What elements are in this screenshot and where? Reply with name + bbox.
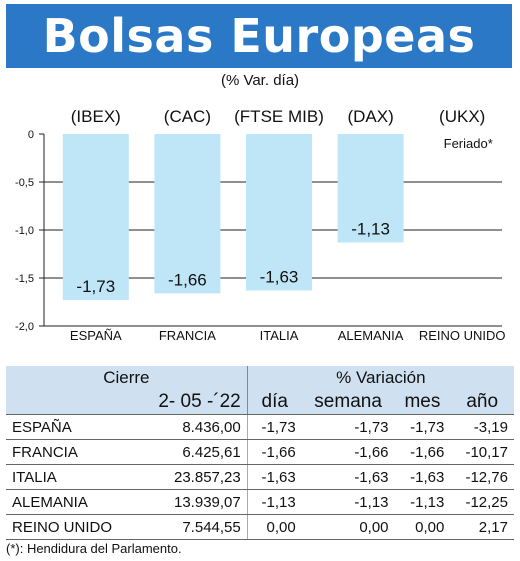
table-header-row-1: Cierre % Variación [6,366,514,390]
header-semana: semana [301,390,395,415]
cell-close: 13.939,07 [136,489,248,515]
cell-anio: 2,17 [450,514,514,540]
cell-country: ALEMANIA [6,489,137,515]
index-label: (CAC) [164,107,211,126]
table-row: REINO UNIDO 7.544,55 0,00 0,00 0,00 2,17 [6,514,514,540]
data-label: -1,13 [351,219,390,238]
cell-semana: -1,73 [301,414,395,440]
category-label: ITALIA [260,328,299,343]
data-label: -1,66 [168,270,207,289]
y-tick-label: -2,0 [15,321,34,333]
y-tick-label: -1,5 [15,273,34,285]
table-row: FRANCIA 6.425,61 -1,66 -1,66 -1,66 -10,17 [6,439,514,465]
table-header-row-2: 2- 05 -´22 día semana mes año [6,390,514,415]
index-label: (DAX) [347,107,393,126]
data-label: -1,63 [260,267,299,286]
cell-country: FRANCIA [6,439,137,465]
header-cierre: Cierre [6,366,248,390]
cell-dia: 0,00 [247,514,302,540]
cell-close: 23.857,23 [136,464,248,490]
cell-close: 6.425,61 [136,439,248,465]
table-row: ESPAÑA 8.436,00 -1,73 -1,73 -1,73 -3,19 [6,414,514,440]
index-label: (UKX) [439,107,485,126]
category-label: ESPAÑA [70,328,122,343]
bar [62,134,129,301]
y-tick-label: -0,5 [15,177,34,189]
cell-close: 7.544,55 [136,514,248,540]
cell-anio: -12,76 [450,464,514,490]
cell-anio: -3,19 [450,414,514,440]
chart-subtitle: (% Var. día) [220,72,300,89]
note-label: Feriado* [444,136,493,151]
header-mes: mes [394,390,451,415]
bar [337,134,404,243]
cell-dia: -1,63 [247,464,302,490]
cell-dia: -1,66 [247,439,302,465]
bar [246,134,312,291]
category-label: FRANCIA [159,328,216,343]
title-banner: Bolsas Europeas [6,4,512,68]
category-label: REINO UNIDO [419,328,506,343]
bar [154,134,221,294]
index-label: (IBEX) [71,107,121,126]
y-tick-label: 0 [28,129,34,141]
bar-chart: 0 -0,5 -1,0 -1,5 -2,0 (IBEX) ESPAÑA -1,73 (CAC) F… [15,107,506,343]
cell-mes: -1,73 [394,414,451,440]
table-row: ALEMANIA 13.939,07 -1,13 -1,13 -1,13 -12,25 [6,489,514,515]
cell-semana: -1,13 [301,489,395,515]
cell-mes: -1,13 [394,489,451,515]
index-label: (FTSE MIB) [234,107,324,126]
header-anio: año [450,390,514,415]
cell-mes: 0,00 [394,514,451,540]
market-table: Cierre % Variación 2- 05 -´22 día semana… [6,366,514,540]
cell-semana: -1,63 [301,464,395,490]
category-label: ALEMANIA [338,328,404,343]
cell-anio: -10,17 [450,439,514,465]
header-dia: día [247,390,302,415]
data-label: -1,73 [76,277,115,296]
cell-semana: -1,66 [301,439,395,465]
cell-mes: -1,63 [394,464,451,490]
header-date: 2- 05 -´22 [136,390,248,415]
header-blank [6,390,137,415]
cell-anio: -12,25 [450,489,514,515]
cell-country: REINO UNIDO [6,514,137,540]
cell-country: ITALIA [6,464,137,490]
footnote: (*): Hendidura del Parlamento. [6,541,182,556]
cell-dia: -1,73 [247,414,302,440]
header-variacion: % Variación [247,366,514,390]
y-tick-label: -1,0 [15,225,34,237]
market-table-container: Cierre % Variación 2- 05 -´22 día semana… [6,366,514,540]
cell-country: ESPAÑA [6,414,137,440]
cell-semana: 0,00 [301,514,395,540]
cell-close: 8.436,00 [136,414,248,440]
cell-mes: -1,66 [394,439,451,465]
cell-dia: -1,13 [247,489,302,515]
table-row: ITALIA 23.857,23 -1,63 -1,63 -1,63 -12,76 [6,464,514,490]
page-title: Bolsas Europeas [42,9,476,63]
